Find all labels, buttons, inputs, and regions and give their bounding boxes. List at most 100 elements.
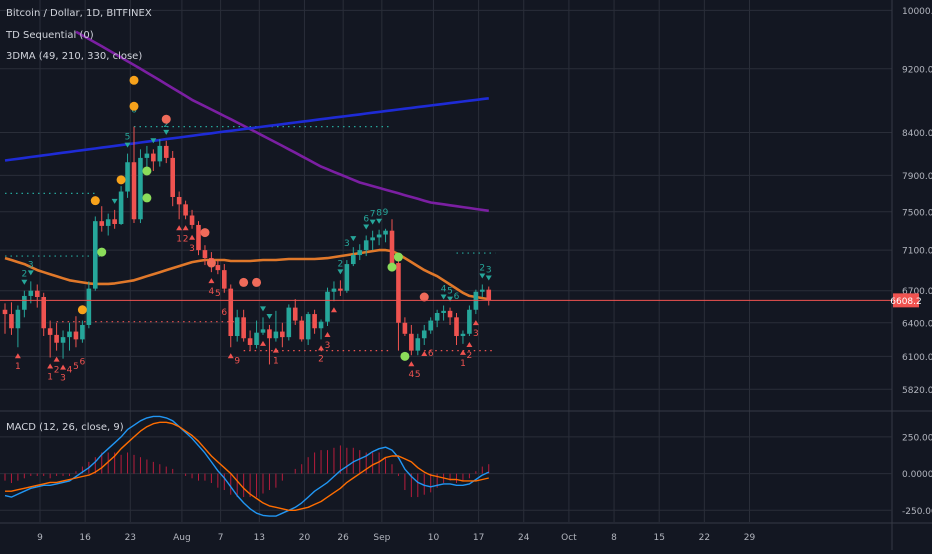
td-count-label: 6	[80, 358, 86, 368]
candle-body	[176, 196, 182, 205]
candle-body	[9, 314, 14, 329]
candle-layer	[2, 126, 492, 365]
td-buy-arrow	[227, 353, 234, 359]
td-sell-arrow	[21, 279, 28, 285]
td-count-label: 3	[325, 341, 331, 351]
candle	[299, 316, 304, 342]
candle-body	[292, 307, 298, 321]
candle-body	[28, 290, 34, 296]
td-buy-arrow	[208, 278, 215, 284]
td-count-label: 2	[338, 259, 344, 269]
td-count-label: 3	[60, 374, 66, 384]
candle	[9, 302, 14, 335]
candle-body	[273, 331, 279, 339]
candle-body	[454, 317, 459, 337]
td-signal-dot	[239, 277, 249, 287]
candle-body	[447, 310, 453, 318]
td-buy-arrow	[421, 350, 428, 356]
candle	[402, 317, 408, 337]
td-count-label: 2	[54, 366, 60, 376]
candle-body	[247, 338, 253, 345]
candle	[215, 260, 221, 275]
candle	[247, 330, 253, 351]
candle	[202, 245, 208, 266]
candle-body	[331, 288, 337, 292]
td-buy-arrow	[330, 307, 337, 313]
candle-body	[396, 263, 401, 323]
macd-tick-label: 0.0000	[902, 470, 932, 480]
candle-body	[41, 297, 46, 329]
price-tick-label: 7500.0	[902, 208, 932, 218]
candle	[389, 219, 395, 267]
td-buy-arrow	[182, 225, 189, 231]
candle	[318, 319, 324, 340]
candle	[228, 284, 234, 348]
td-sell-arrow	[337, 269, 344, 275]
dma-legend[interactable]: 3DMA (49, 210, 330, close)	[6, 51, 143, 62]
candle	[157, 139, 163, 167]
td-signal-dot	[142, 193, 152, 203]
td-buy-arrow	[272, 347, 279, 353]
td-signal-dot	[206, 258, 216, 268]
candle	[241, 309, 246, 342]
td-count-label: 3	[344, 239, 350, 249]
candle	[176, 191, 182, 220]
candle-body	[241, 317, 246, 339]
candle	[351, 247, 356, 267]
td-signal-dot	[142, 166, 152, 176]
candle-body	[80, 324, 85, 340]
td-count-label: 6	[363, 214, 369, 224]
candle	[415, 333, 421, 356]
td-mark-layer: 112345623562123456912323678945645612323	[14, 75, 492, 384]
price-tick-label: 6700.0	[902, 287, 932, 297]
symbol-legend[interactable]: Bitcoin / Dollar, 1D, BITFINEX	[6, 8, 152, 19]
candle	[409, 324, 414, 356]
td-count-label: 2	[21, 270, 27, 280]
td-count-label: 6	[454, 292, 460, 302]
time-tick-label: 22	[699, 533, 710, 543]
candle-body	[34, 290, 40, 298]
candle	[125, 153, 130, 198]
candle	[292, 299, 298, 325]
candle	[138, 149, 143, 224]
candle-body	[67, 331, 72, 338]
td-sell-arrow	[440, 294, 447, 300]
candle	[54, 322, 59, 351]
candle-body	[305, 314, 311, 340]
candle	[118, 186, 124, 225]
candle-body	[312, 314, 317, 329]
candle-body	[260, 329, 266, 333]
candle-body	[157, 145, 163, 162]
candle-body	[170, 157, 175, 197]
candle	[305, 311, 311, 345]
candle-body	[363, 240, 369, 251]
td-sequential-legend[interactable]: TD Sequential (0)	[6, 30, 94, 41]
td-buy-arrow	[318, 345, 325, 351]
time-tick-label: 16	[79, 533, 91, 543]
candle-body	[222, 270, 227, 289]
td-count-label: 3	[28, 260, 34, 270]
candle-body	[15, 309, 21, 329]
td-signal-dot	[400, 351, 410, 361]
candle	[441, 305, 446, 321]
axis-layer: 5820.0 6100.0 6400.0 6700.0 7100.0 7500.0 7900…	[0, 7, 932, 543]
candle-body	[467, 309, 472, 334]
candle	[383, 228, 388, 243]
candle-body	[93, 221, 98, 289]
candle-body	[434, 312, 440, 321]
candle-body	[254, 332, 259, 345]
candle	[73, 316, 79, 348]
macd-legend[interactable]: MACD (12, 26, close, 9)	[6, 422, 124, 433]
candle-body	[234, 317, 240, 337]
td-sell-arrow	[363, 224, 370, 230]
candle-body	[189, 215, 195, 225]
td-sell-arrow	[266, 313, 273, 319]
candle	[467, 305, 472, 337]
td-count-label: 5	[447, 287, 453, 297]
td-sell-arrow	[376, 218, 383, 224]
td-count-label: 2	[318, 354, 324, 364]
td-buy-arrow	[260, 340, 266, 346]
td-count-label: 8	[376, 209, 382, 219]
td-count-label: 5	[125, 133, 131, 143]
td-sell-arrow	[350, 236, 357, 242]
